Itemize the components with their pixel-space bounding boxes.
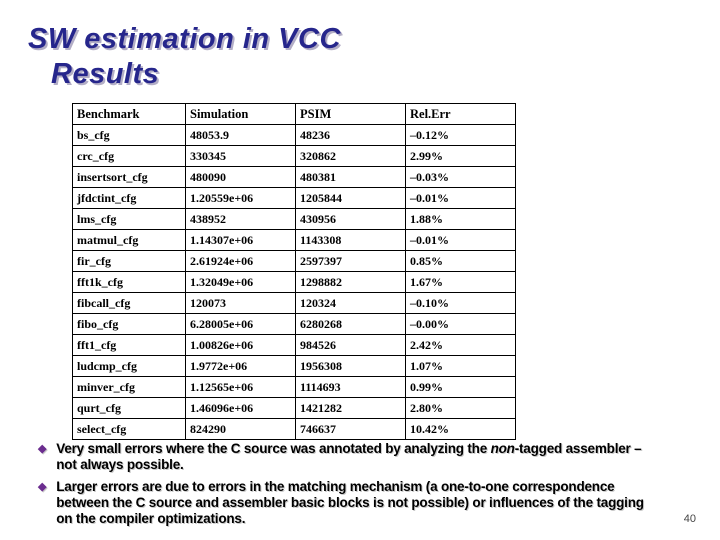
table-row: insertsort_cfg 480090 480381 –0.03% [72, 166, 516, 188]
results-table: Benchmark Simulation PSIM Rel.Err bs_cfg 480… [72, 103, 516, 440]
table-cell: 1.12565e+06 [185, 376, 296, 398]
table-row: qurt_cfg 1.46096e+06 1421282 2.80% [72, 397, 516, 419]
column-header: Simulation [185, 103, 296, 125]
table-cell: 2597397 [295, 250, 406, 272]
table-row: select_cfg 824290 746637 10.42% [72, 418, 516, 440]
table-cell: 6.28005e+06 [185, 313, 296, 335]
table-row: jfdctint_cfg 1.20559e+06 1205844 –0.01% [72, 187, 516, 209]
table-cell: 0.99% [405, 376, 516, 398]
table-row: minver_cfg 1.12565e+06 1114693 0.99% [72, 376, 516, 398]
bullet-text-italic-segment: non [490, 441, 515, 456]
table-row: ludcmp_cfg 1.9772e+06 1956308 1.07% [72, 355, 516, 377]
table-row: fir_cfg 2.61924e+06 2597397 0.85% [72, 250, 516, 272]
table-cell: 1.9772e+06 [185, 355, 296, 377]
table-cell: 2.99% [405, 145, 516, 167]
table-cell: 480090 [185, 166, 296, 188]
bullet-text: Very small errors where the C source was… [56, 441, 661, 473]
table-cell: 984526 [295, 334, 406, 356]
table-cell: 320862 [295, 145, 406, 167]
table-cell: 2.80% [405, 397, 516, 419]
column-header: Rel.Err [405, 103, 516, 125]
table-cell: 1298882 [295, 271, 406, 293]
table-cell: 1956308 [295, 355, 406, 377]
table-cell: 1.00826e+06 [185, 334, 296, 356]
bullet-item: ◆ Very small errors where the C source wa… [33, 441, 661, 473]
table-cell: –0.01% [405, 187, 516, 209]
table-cell: matmul_cfg [72, 229, 186, 251]
table-cell: –0.00% [405, 313, 516, 335]
table-cell: 430956 [295, 208, 406, 230]
table-body: bs_cfg 48053.9 48236 –0.12% crc_cfg 330345 320… [72, 124, 516, 440]
page-number: 40 [683, 513, 696, 525]
table-cell: minver_cfg [72, 376, 186, 398]
table-cell: 480381 [295, 166, 406, 188]
table-cell: 1.07% [405, 355, 516, 377]
diamond-bullet-icon: ◆ [38, 481, 47, 493]
table-header-row: Benchmark Simulation PSIM Rel.Err [72, 103, 516, 125]
table-row: fibcall_cfg 120073 120324 –0.10% [72, 292, 516, 314]
table-cell: qurt_cfg [72, 397, 186, 419]
table-cell: fft1k_cfg [72, 271, 186, 293]
table-cell: 2.61924e+06 [185, 250, 296, 272]
table-cell: –0.12% [405, 124, 516, 146]
table-cell: crc_cfg [72, 145, 186, 167]
table-cell: fir_cfg [72, 250, 186, 272]
table-cell: 330345 [185, 145, 296, 167]
table-cell: 120324 [295, 292, 406, 314]
table-cell: 10.42% [405, 418, 516, 440]
table-cell: 1.20559e+06 [185, 187, 296, 209]
page-title: SW estimation in VCC Results [28, 22, 341, 92]
column-header: PSIM [295, 103, 406, 125]
bullet-list: ◆ Very small errors where the C source wa… [33, 441, 661, 533]
bullet-text-segment: Very small errors where the C source was… [56, 441, 491, 456]
title-line-1: SW estimation in VCC [28, 23, 341, 55]
table-cell: 1114693 [295, 376, 406, 398]
bullet-text: Larger errors are due to errors in the m… [56, 479, 661, 527]
diamond-bullet-icon: ◆ [38, 443, 47, 455]
table-cell: 1.46096e+06 [185, 397, 296, 419]
table-cell: 824290 [185, 418, 296, 440]
table-row: fft1k_cfg 1.32049e+06 1298882 1.67% [72, 271, 516, 293]
table-cell: bs_cfg [72, 124, 186, 146]
table-cell: 1205844 [295, 187, 406, 209]
table-row: matmul_cfg 1.14307e+06 1143308 –0.01% [72, 229, 516, 251]
column-header: Benchmark [72, 103, 186, 125]
table-cell: 1.88% [405, 208, 516, 230]
table-cell: lms_cfg [72, 208, 186, 230]
table-cell: fibcall_cfg [72, 292, 186, 314]
table-cell: select_cfg [72, 418, 186, 440]
table-cell: jfdctint_cfg [72, 187, 186, 209]
table-row: bs_cfg 48053.9 48236 –0.12% [72, 124, 516, 146]
table-cell: –0.01% [405, 229, 516, 251]
table-cell: 0.85% [405, 250, 516, 272]
table-cell: 1143308 [295, 229, 406, 251]
table-cell: 48053.9 [185, 124, 296, 146]
table-cell: –0.10% [405, 292, 516, 314]
table-row: fibo_cfg 6.28005e+06 6280268 –0.00% [72, 313, 516, 335]
bullet-text-segment: -tagged assembler – not always possible. [56, 441, 642, 472]
table-cell: 1421282 [295, 397, 406, 419]
bullet-text-segment: Larger errors are due to errors in the m… [56, 479, 644, 526]
table-cell: 1.67% [405, 271, 516, 293]
table-row: fft1_cfg 1.00826e+06 984526 2.42% [72, 334, 516, 356]
table-cell: 2.42% [405, 334, 516, 356]
table-row: lms_cfg 438952 430956 1.88% [72, 208, 516, 230]
table-cell: 438952 [185, 208, 296, 230]
bullet-item: ◆ Larger errors are due to errors in the … [33, 479, 661, 527]
table-cell: 120073 [185, 292, 296, 314]
table-cell: 1.14307e+06 [185, 229, 296, 251]
table-cell: 1.32049e+06 [185, 271, 296, 293]
title-line-2: Results [51, 58, 160, 90]
table-cell: –0.03% [405, 166, 516, 188]
table-cell: 48236 [295, 124, 406, 146]
table-cell: fft1_cfg [72, 334, 186, 356]
table-cell: 6280268 [295, 313, 406, 335]
table-row: crc_cfg 330345 320862 2.99% [72, 145, 516, 167]
table-cell: fibo_cfg [72, 313, 186, 335]
table-cell: insertsort_cfg [72, 166, 186, 188]
table-cell: 746637 [295, 418, 406, 440]
table-cell: ludcmp_cfg [72, 355, 186, 377]
